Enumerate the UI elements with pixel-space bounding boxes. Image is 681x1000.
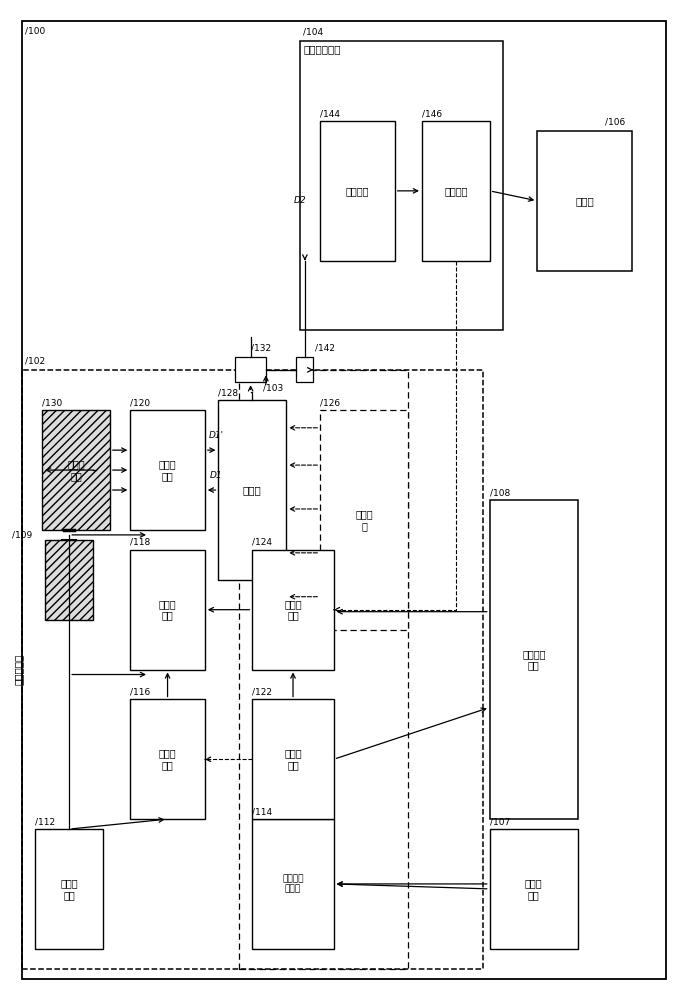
Text: /146: /146	[422, 109, 442, 118]
Text: /120: /120	[130, 398, 151, 407]
Text: 显示处
理器: 显示处 理器	[159, 459, 176, 481]
Text: /124: /124	[253, 538, 272, 547]
FancyBboxPatch shape	[46, 540, 93, 620]
Text: 图像编
码器: 图像编 码器	[159, 748, 176, 770]
Text: /107: /107	[490, 817, 510, 826]
FancyBboxPatch shape	[253, 699, 334, 819]
Text: /109: /109	[12, 531, 32, 540]
Text: D1': D1'	[209, 431, 224, 440]
Text: D2: D2	[294, 196, 306, 205]
Text: /130: /130	[42, 398, 63, 407]
FancyBboxPatch shape	[320, 410, 409, 630]
Text: /132: /132	[251, 343, 271, 352]
FancyBboxPatch shape	[253, 819, 334, 949]
Text: D1: D1	[210, 471, 223, 480]
Text: /104: /104	[303, 27, 323, 36]
FancyBboxPatch shape	[537, 131, 632, 271]
Text: /142: /142	[315, 343, 335, 352]
Text: 外部存储
装置: 外部存储 装置	[522, 649, 545, 670]
Text: /112: /112	[35, 817, 55, 826]
FancyBboxPatch shape	[253, 550, 334, 670]
Text: 影像传
感器: 影像传 感器	[525, 878, 543, 900]
FancyBboxPatch shape	[130, 550, 205, 670]
FancyBboxPatch shape	[320, 121, 395, 261]
FancyBboxPatch shape	[422, 121, 490, 261]
Text: /118: /118	[130, 538, 151, 547]
FancyBboxPatch shape	[35, 829, 103, 949]
Text: /102: /102	[25, 356, 45, 365]
Text: /100: /100	[25, 26, 46, 35]
Text: 应用处理器: 应用处理器	[14, 654, 23, 685]
FancyBboxPatch shape	[490, 829, 578, 949]
Text: 驱动集成电路: 驱动集成电路	[303, 44, 340, 54]
Text: 电池计
量计: 电池计 量计	[67, 459, 85, 481]
Text: /126: /126	[320, 398, 340, 407]
FancyBboxPatch shape	[490, 500, 578, 819]
Text: /122: /122	[253, 687, 272, 696]
Text: /114: /114	[253, 807, 272, 816]
Text: /103: /103	[262, 383, 283, 392]
Text: /144: /144	[320, 109, 340, 118]
Text: 其他电路: 其他电路	[444, 186, 468, 196]
FancyBboxPatch shape	[236, 357, 266, 382]
Text: D2': D2'	[377, 196, 392, 205]
FancyBboxPatch shape	[130, 410, 205, 530]
Text: 影像信号
处理器: 影像信号 处理器	[282, 874, 304, 894]
Text: /106: /106	[605, 117, 625, 126]
Text: 图像解
码器: 图像解 码器	[159, 599, 176, 620]
Text: 压缩器: 压缩器	[243, 485, 262, 495]
FancyBboxPatch shape	[296, 357, 313, 382]
Text: /116: /116	[130, 687, 151, 696]
FancyBboxPatch shape	[219, 400, 286, 580]
Text: 解压缩器: 解压缩器	[346, 186, 369, 196]
Text: /108: /108	[490, 488, 510, 497]
FancyBboxPatch shape	[130, 699, 205, 819]
Text: 显示器: 显示器	[575, 196, 594, 206]
Text: 影像缩
码器: 影像缩 码器	[284, 748, 302, 770]
FancyBboxPatch shape	[42, 410, 110, 530]
Text: 微控制
单元: 微控制 单元	[61, 878, 78, 900]
Text: 图形引
擎: 图形引 擎	[355, 509, 373, 531]
Text: /128: /128	[219, 388, 238, 397]
Text: 影像解
码器: 影像解 码器	[284, 599, 302, 620]
